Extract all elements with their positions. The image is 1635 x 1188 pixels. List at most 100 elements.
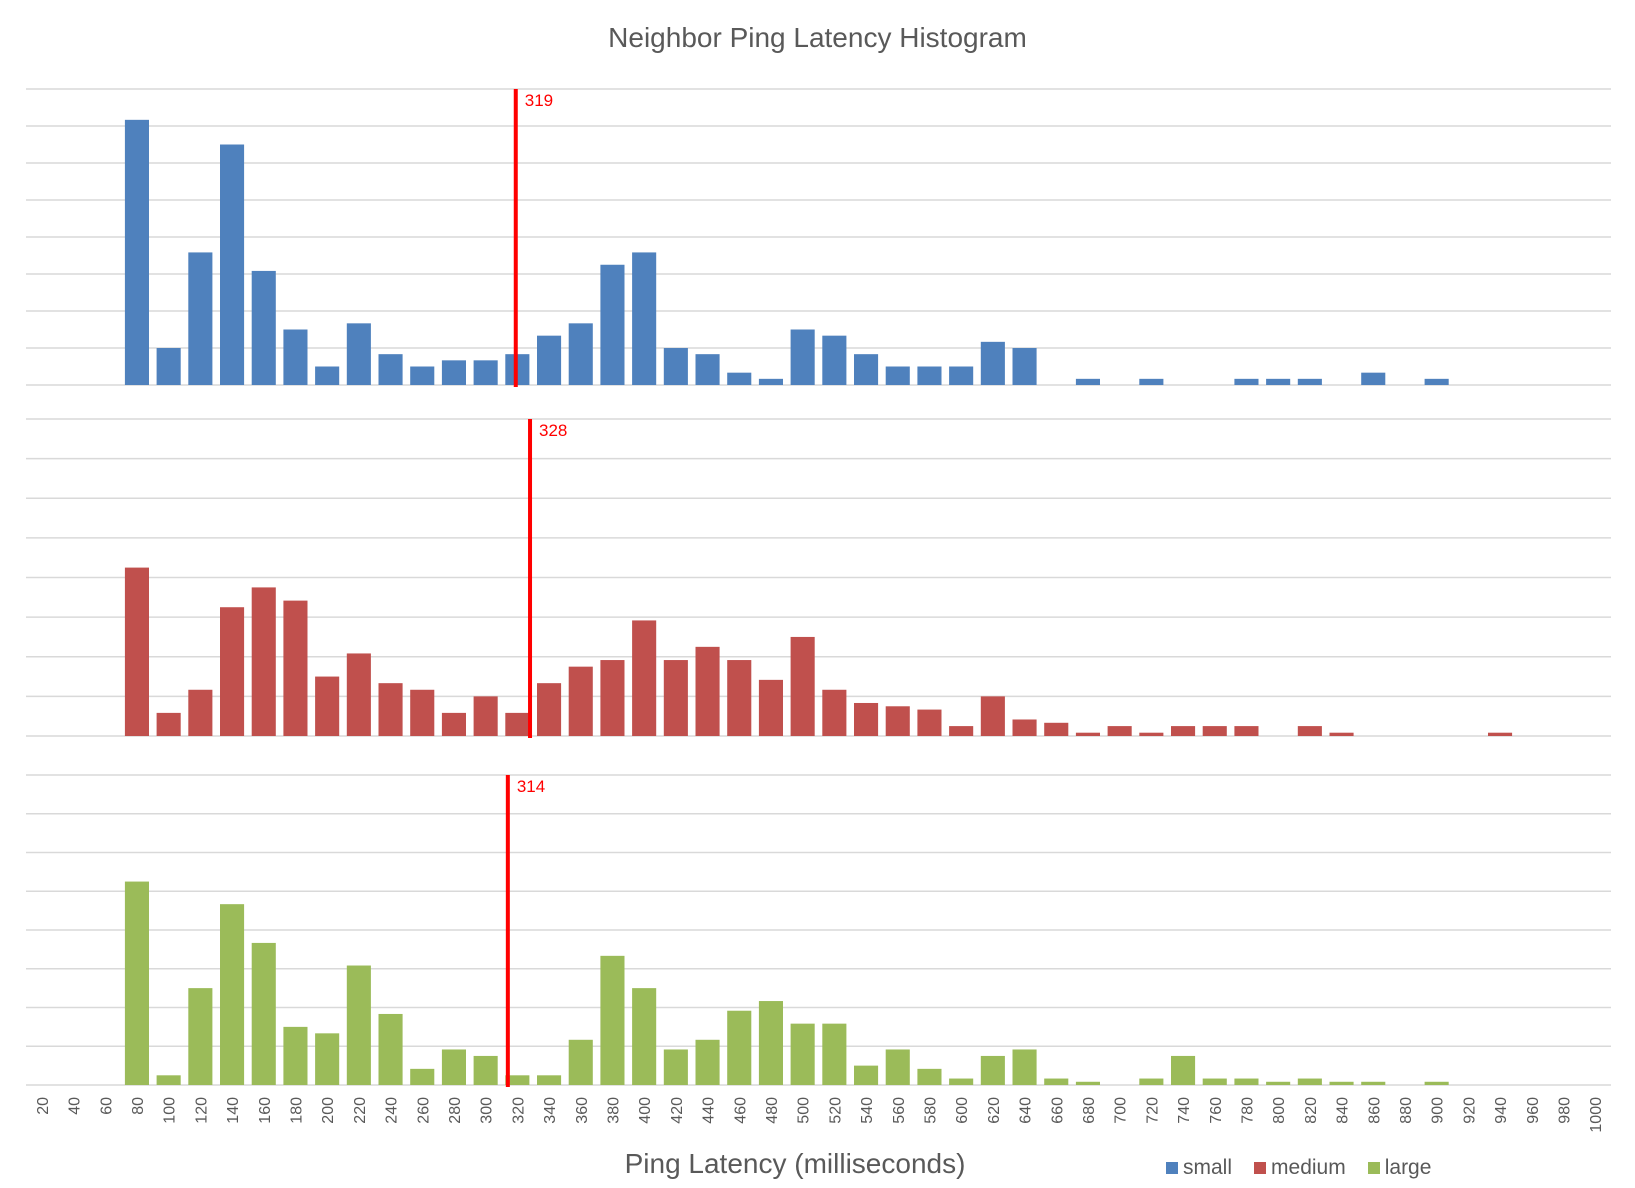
bar-small-680[interactable] xyxy=(1075,378,1100,385)
bar-large-220[interactable] xyxy=(346,965,371,1085)
bar-medium-240[interactable] xyxy=(378,683,403,736)
bar-large-320[interactable] xyxy=(505,1075,530,1085)
bar-large-780[interactable] xyxy=(1234,1078,1259,1085)
bar-large-800[interactable] xyxy=(1266,1081,1291,1085)
bar-medium-420[interactable] xyxy=(663,660,688,736)
bar-large-560[interactable] xyxy=(885,1049,910,1085)
bar-small-100[interactable] xyxy=(156,348,181,385)
bar-large-540[interactable] xyxy=(854,1065,879,1085)
bar-medium-540[interactable] xyxy=(854,702,879,736)
bar-small-260[interactable] xyxy=(410,366,435,386)
bar-small-360[interactable] xyxy=(568,323,593,385)
bar-medium-120[interactable] xyxy=(188,689,213,736)
bar-large-520[interactable] xyxy=(822,1023,847,1085)
bar-medium-300[interactable] xyxy=(473,696,498,736)
bar-small-160[interactable] xyxy=(251,270,276,385)
bar-medium-140[interactable] xyxy=(220,607,245,736)
bar-small-80[interactable] xyxy=(124,119,149,385)
legend-item-large[interactable]: large xyxy=(1367,1156,1431,1180)
bar-small-640[interactable] xyxy=(1012,348,1037,385)
bar-large-200[interactable] xyxy=(315,1033,340,1085)
bar-medium-100[interactable] xyxy=(156,712,181,736)
bar-large-480[interactable] xyxy=(758,1001,783,1085)
bar-medium-400[interactable] xyxy=(632,620,657,736)
bar-large-260[interactable] xyxy=(410,1068,435,1085)
bar-small-900[interactable] xyxy=(1424,378,1449,385)
bar-medium-700[interactable] xyxy=(1107,726,1132,736)
bar-large-240[interactable] xyxy=(378,1013,403,1085)
bar-large-860[interactable] xyxy=(1361,1081,1386,1085)
bar-large-140[interactable] xyxy=(220,904,245,1085)
bar-small-520[interactable] xyxy=(822,335,847,385)
bar-medium-660[interactable] xyxy=(1044,722,1069,736)
bar-large-400[interactable] xyxy=(632,988,657,1085)
bar-medium-280[interactable] xyxy=(441,712,466,736)
bar-medium-220[interactable] xyxy=(346,653,371,736)
bar-small-400[interactable] xyxy=(632,252,657,385)
bar-medium-320[interactable] xyxy=(505,712,530,736)
bar-large-840[interactable] xyxy=(1329,1081,1354,1085)
bar-small-580[interactable] xyxy=(917,366,942,386)
bar-medium-760[interactable] xyxy=(1202,726,1227,736)
bar-small-420[interactable] xyxy=(663,348,688,385)
bar-medium-440[interactable] xyxy=(695,646,720,736)
bar-large-440[interactable] xyxy=(695,1039,720,1085)
bar-large-300[interactable] xyxy=(473,1055,498,1085)
bar-medium-160[interactable] xyxy=(251,587,276,736)
bar-large-760[interactable] xyxy=(1202,1078,1227,1085)
bar-small-440[interactable] xyxy=(695,354,720,385)
bar-small-220[interactable] xyxy=(346,323,371,385)
bar-small-600[interactable] xyxy=(949,366,974,386)
bar-large-160[interactable] xyxy=(251,942,276,1085)
bar-medium-500[interactable] xyxy=(790,636,815,736)
legend-item-small[interactable]: small xyxy=(1166,1156,1232,1180)
bar-large-460[interactable] xyxy=(727,1010,752,1085)
bar-small-820[interactable] xyxy=(1297,378,1322,385)
bar-small-340[interactable] xyxy=(537,335,562,385)
bar-large-600[interactable] xyxy=(949,1078,974,1085)
bar-small-860[interactable] xyxy=(1361,372,1386,385)
bar-large-420[interactable] xyxy=(663,1049,688,1085)
bar-medium-840[interactable] xyxy=(1329,732,1354,736)
bar-small-200[interactable] xyxy=(315,366,340,386)
bar-medium-940[interactable] xyxy=(1488,732,1513,736)
bar-small-720[interactable] xyxy=(1139,378,1164,385)
bar-large-180[interactable] xyxy=(283,1026,308,1085)
bar-medium-740[interactable] xyxy=(1171,726,1196,736)
bar-large-720[interactable] xyxy=(1139,1078,1164,1085)
bar-medium-820[interactable] xyxy=(1297,726,1322,736)
bar-medium-520[interactable] xyxy=(822,689,847,736)
bar-large-340[interactable] xyxy=(537,1075,562,1085)
bar-small-380[interactable] xyxy=(600,264,625,385)
bar-medium-620[interactable] xyxy=(980,696,1005,736)
bar-large-360[interactable] xyxy=(568,1039,593,1085)
bar-small-480[interactable] xyxy=(758,378,783,385)
bar-large-640[interactable] xyxy=(1012,1049,1037,1085)
bar-medium-600[interactable] xyxy=(949,726,974,736)
bar-medium-720[interactable] xyxy=(1139,732,1164,736)
bar-small-140[interactable] xyxy=(220,144,245,386)
bar-medium-180[interactable] xyxy=(283,600,308,736)
bar-large-80[interactable] xyxy=(124,881,149,1085)
bar-medium-780[interactable] xyxy=(1234,726,1259,736)
bar-large-820[interactable] xyxy=(1297,1078,1322,1085)
bar-medium-640[interactable] xyxy=(1012,719,1037,736)
bar-small-620[interactable] xyxy=(980,341,1005,385)
bar-medium-560[interactable] xyxy=(885,706,910,736)
bar-small-460[interactable] xyxy=(727,372,752,385)
bar-medium-680[interactable] xyxy=(1075,732,1100,736)
bar-large-100[interactable] xyxy=(156,1075,181,1085)
bar-large-280[interactable] xyxy=(441,1049,466,1085)
bar-large-620[interactable] xyxy=(980,1055,1005,1085)
bar-medium-80[interactable] xyxy=(124,567,149,736)
bar-small-560[interactable] xyxy=(885,366,910,386)
bar-small-300[interactable] xyxy=(473,360,498,385)
bar-large-660[interactable] xyxy=(1044,1078,1069,1085)
legend-item-medium[interactable]: medium xyxy=(1254,1156,1346,1180)
bar-small-800[interactable] xyxy=(1266,378,1291,385)
bar-large-680[interactable] xyxy=(1075,1081,1100,1085)
bar-medium-580[interactable] xyxy=(917,709,942,736)
bar-medium-360[interactable] xyxy=(568,666,593,736)
bar-small-240[interactable] xyxy=(378,354,403,385)
bar-small-280[interactable] xyxy=(441,360,466,385)
